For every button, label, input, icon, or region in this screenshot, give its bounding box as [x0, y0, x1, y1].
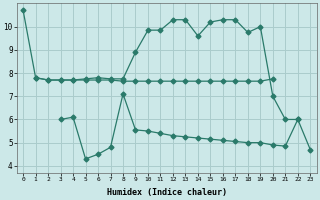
X-axis label: Humidex (Indice chaleur): Humidex (Indice chaleur): [107, 188, 227, 197]
